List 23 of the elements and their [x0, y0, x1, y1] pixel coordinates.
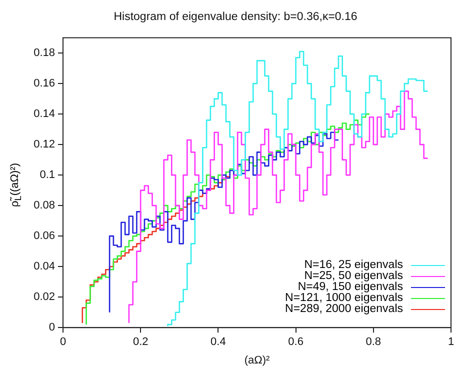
- y-tick-label: 0.06: [34, 230, 55, 242]
- y-tick-label: 0.16: [34, 78, 55, 90]
- y-tick-label: 0.08: [34, 200, 55, 212]
- legend-label: N=16, 25 eigenvals: [304, 259, 403, 271]
- x-tick-label: 0.4: [210, 336, 226, 348]
- x-axis-title: (aΩ)²: [244, 354, 270, 366]
- legend-label: N=49, 150 eigenvals: [298, 281, 403, 293]
- y-tick-label: 0.04: [34, 260, 55, 273]
- legend-label: N=289, 2000 eigenvals: [285, 303, 403, 315]
- x-tick-label: 0: [60, 336, 66, 348]
- y-tick-label: 0.1: [40, 169, 55, 182]
- legend-label: N=121, 1000 eigenvals: [285, 292, 403, 304]
- y-tick-label: 0.14: [34, 108, 55, 120]
- x-tick-label: 1: [448, 336, 454, 348]
- y-tick-label: 0.18: [34, 47, 55, 60]
- y-tick-label: 0.02: [34, 291, 55, 304]
- legend-label: N=25, 50 eigenvals: [304, 270, 403, 282]
- x-tick-label: 0.2: [132, 336, 148, 348]
- x-tick-label: 0.6: [288, 336, 304, 348]
- x-tick-label: 0.8: [366, 336, 382, 348]
- y-tick-label: 0.12: [34, 138, 55, 151]
- y-tick-label: 0: [48, 322, 55, 334]
- chart-title: Histogram of eigenvalue density: b=0.36,κ=0.16: [114, 11, 358, 24]
